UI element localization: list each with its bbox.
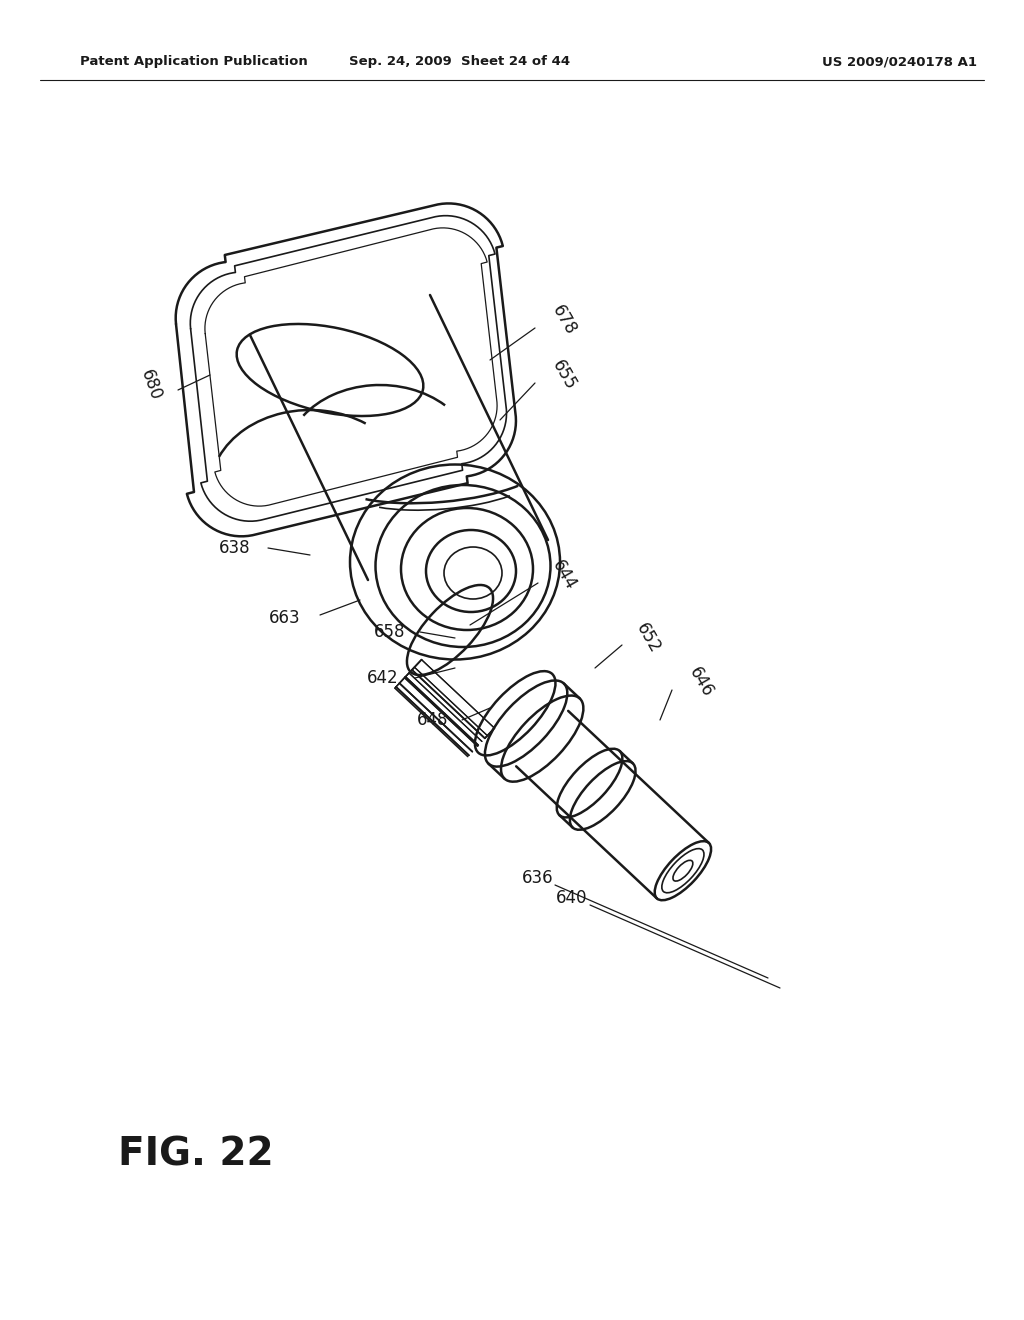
Text: 644: 644 [548, 557, 580, 593]
Text: 658: 658 [374, 623, 406, 642]
Text: 638: 638 [218, 539, 250, 557]
Text: 652: 652 [632, 620, 664, 656]
Text: Patent Application Publication: Patent Application Publication [80, 55, 308, 69]
Text: Sep. 24, 2009  Sheet 24 of 44: Sep. 24, 2009 Sheet 24 of 44 [349, 55, 570, 69]
Text: 648: 648 [417, 711, 449, 729]
Text: 663: 663 [268, 609, 300, 627]
Text: 636: 636 [522, 869, 554, 887]
Text: 640: 640 [556, 888, 588, 907]
Text: 680: 680 [137, 367, 165, 403]
Text: 655: 655 [548, 356, 580, 393]
Text: 642: 642 [367, 669, 398, 686]
Text: 646: 646 [685, 664, 717, 700]
Text: FIG. 22: FIG. 22 [118, 1137, 273, 1173]
Text: US 2009/0240178 A1: US 2009/0240178 A1 [822, 55, 978, 69]
Text: 678: 678 [548, 302, 580, 338]
